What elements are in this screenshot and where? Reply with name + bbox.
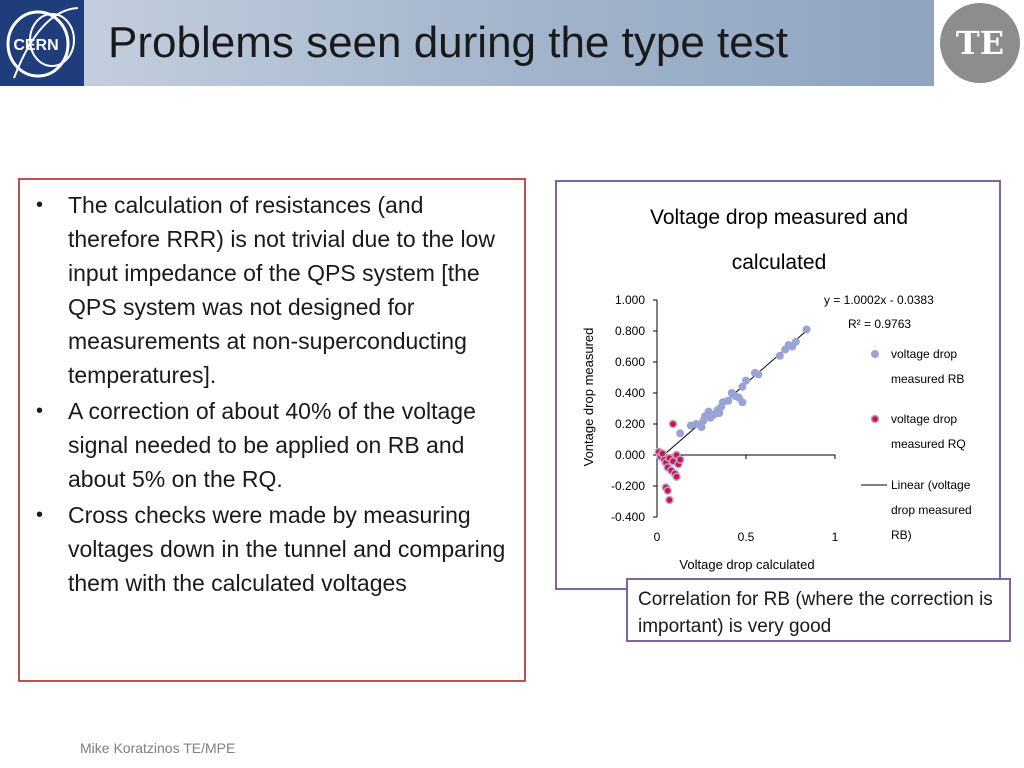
cern-logo-text: CERN [13, 37, 58, 54]
y-tick-label: 0.200 [615, 417, 645, 431]
data-point-rb [775, 351, 784, 360]
legend-marker-rq [870, 414, 880, 424]
data-point-rq [668, 419, 678, 429]
legend-label-rq: measured RQ [891, 437, 966, 451]
x-axis-label: Voltage drop calculated [679, 557, 814, 572]
y-tick-label: 0.800 [615, 324, 645, 338]
chart-axes: 1.000 0.800 0.600 0.400 0.200 0.000 -0.200 -0.4… [611, 293, 839, 544]
data-point-rq [675, 455, 685, 464]
legend-label-rq: voltage drop [891, 412, 957, 426]
y-tick-label: -0.400 [611, 510, 645, 524]
data-point-rb [742, 376, 750, 385]
data-point-rb [738, 398, 747, 407]
bullet-item: • A correction of about 40% of the voltag… [36, 394, 510, 496]
x-tick-label: 1 [832, 530, 839, 544]
bullet-dot-icon: • [36, 194, 44, 216]
trendline-r-squared: R² = 0.9763 [848, 317, 911, 331]
legend-label-trendline: Linear (voltage [891, 478, 971, 492]
x-tick-label: 0.5 [738, 530, 755, 544]
bullet-text: The calculation of resistances (and ther… [68, 192, 495, 388]
legend-label-rb: measured RB [891, 372, 964, 386]
legend-label-trendline: drop measured [891, 503, 972, 517]
data-point-rq [665, 495, 674, 505]
legend-label-rb: voltage drop [891, 347, 957, 361]
bullet-item: • The calculation of resistances (and the… [36, 188, 510, 392]
data-point-rb [724, 396, 733, 405]
data-point-rb [738, 382, 747, 391]
cern-logo-graphic: CERN [6, 7, 79, 79]
data-point-rb [754, 370, 763, 379]
bullet-text: A correction of about 40% of the voltage… [68, 398, 476, 492]
page-title: Problems seen during the type test [108, 18, 788, 67]
chart-box: Voltage drop measured and calculated 1.0… [555, 180, 1001, 590]
data-point-rq [672, 472, 681, 481]
bullet-text: Cross checks were made by measuring volt… [68, 502, 506, 596]
legend-label-trendline: RB) [891, 528, 912, 542]
chart-title-line-2: calculated [732, 251, 827, 274]
data-point-rq [658, 449, 667, 458]
bullet-dot-icon: • [36, 504, 44, 526]
legend-marker-rb [871, 350, 879, 358]
bullet-dot-icon: • [36, 400, 44, 422]
bullet-item: • Cross checks were made by measuring vol… [36, 498, 510, 600]
y-tick-label: 0.000 [615, 448, 645, 462]
te-logo: TE [940, 3, 1020, 83]
y-tick-label: -0.200 [611, 479, 645, 493]
data-point-rb [715, 409, 724, 418]
y-axis-label: Vontage drop measured [581, 328, 596, 467]
data-point-rb [802, 325, 811, 334]
chart-title-line-1: Voltage drop measured and [650, 206, 908, 229]
data-point-rb [697, 423, 706, 432]
header-band [0, 0, 934, 86]
chart-legend: voltage drop measured RB voltage drop measu… [861, 347, 972, 542]
y-tick-label: 0.400 [615, 386, 645, 400]
chart-caption: Correlation for RB (where the correction… [626, 578, 1011, 642]
scatter-chart: Voltage drop measured and calculated 1.0… [581, 206, 972, 572]
data-point-rb [676, 429, 685, 438]
data-point-rb [791, 337, 800, 346]
data-point-rq [663, 486, 672, 495]
cern-logo: CERN [0, 0, 84, 86]
y-tick-label: 1.000 [615, 293, 645, 307]
trendline-equation: y = 1.0002x - 0.0383 [824, 293, 934, 307]
chart-marks [654, 325, 811, 505]
bullet-list: • The calculation of resistances (and the… [20, 180, 524, 600]
bullet-text-box: • The calculation of resistances (and the… [18, 178, 526, 682]
x-tick-label: 0 [654, 530, 661, 544]
y-tick-label: 0.600 [615, 355, 645, 369]
footer-author: Mike Koratzinos TE/MPE [80, 740, 236, 756]
